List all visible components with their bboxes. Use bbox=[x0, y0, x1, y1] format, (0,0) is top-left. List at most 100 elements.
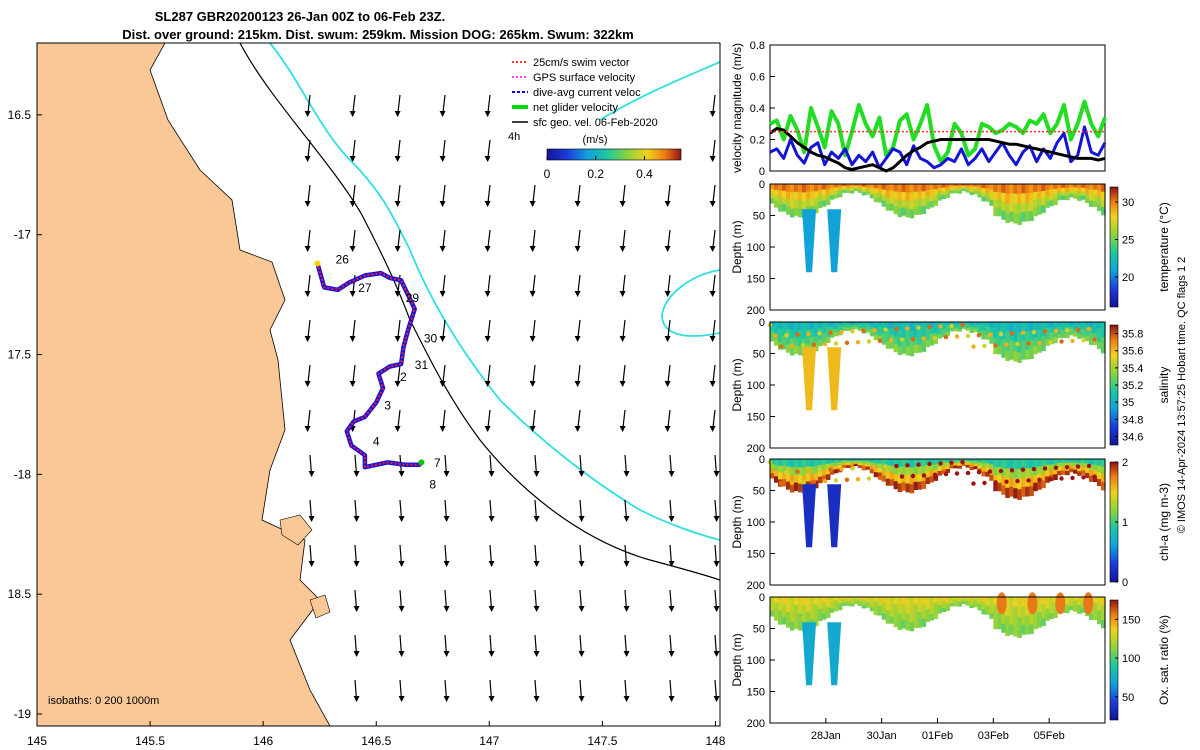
section-cell bbox=[993, 322, 998, 331]
section-cell bbox=[929, 327, 935, 334]
section-cell bbox=[897, 467, 903, 476]
section-cell bbox=[877, 322, 883, 328]
section-cell bbox=[933, 469, 939, 476]
section-cell bbox=[961, 597, 966, 600]
section-cell bbox=[1013, 213, 1018, 224]
section-cell bbox=[1069, 322, 1074, 326]
sample-dot bbox=[861, 465, 866, 470]
section-cell bbox=[993, 474, 998, 484]
geo-velocity-arrowhead bbox=[394, 201, 401, 207]
section-cell bbox=[1041, 480, 1046, 489]
section-cell bbox=[841, 601, 847, 604]
section-cell bbox=[961, 463, 966, 466]
section-cell bbox=[845, 322, 851, 325]
section-cell bbox=[841, 186, 847, 189]
geo-velocity-arrowhead bbox=[484, 291, 491, 297]
section-cell bbox=[829, 322, 835, 327]
section-cell bbox=[833, 469, 839, 474]
section-cell bbox=[977, 603, 982, 608]
section-cell bbox=[786, 619, 791, 628]
section-cell bbox=[977, 187, 982, 191]
section-cell bbox=[1017, 194, 1022, 205]
sample-dot bbox=[872, 328, 877, 333]
section-cell bbox=[821, 597, 827, 604]
section-cell bbox=[817, 614, 823, 622]
section-cell bbox=[909, 330, 915, 340]
section-cell bbox=[845, 184, 851, 187]
sample-dot bbox=[927, 461, 932, 467]
section-cell bbox=[845, 186, 851, 189]
section-cell bbox=[965, 322, 970, 325]
section-cell bbox=[837, 322, 843, 326]
section-cell bbox=[881, 613, 887, 620]
section-cell bbox=[817, 602, 823, 610]
sample-dot bbox=[1004, 342, 1009, 347]
section-cell bbox=[897, 200, 903, 209]
section-cell bbox=[853, 187, 859, 190]
section-cell bbox=[782, 459, 787, 467]
section-cell bbox=[981, 467, 986, 473]
section-cell bbox=[929, 195, 935, 202]
section-cell bbox=[997, 199, 1002, 209]
geo-velocity-arrowhead bbox=[574, 426, 581, 432]
section-cell bbox=[821, 327, 827, 334]
sample-dot bbox=[1009, 468, 1015, 473]
section-cell bbox=[857, 599, 863, 602]
section-cell bbox=[1085, 331, 1090, 337]
sample-dot bbox=[855, 477, 861, 482]
section-cell bbox=[1065, 322, 1070, 327]
sample-dot bbox=[971, 344, 976, 349]
isobath-note: isobaths: 0 200 1000m bbox=[48, 695, 159, 707]
section-cell bbox=[1017, 607, 1022, 618]
section-cell bbox=[869, 325, 875, 330]
section-cell bbox=[869, 332, 875, 337]
section-cell bbox=[869, 194, 875, 199]
section-cell bbox=[861, 186, 867, 190]
section-cell bbox=[901, 459, 907, 468]
section-cell bbox=[1001, 210, 1006, 220]
section-cell bbox=[817, 195, 823, 203]
geo-velocity-arrowhead bbox=[349, 201, 356, 207]
section-cell bbox=[1069, 597, 1074, 601]
section-cell bbox=[853, 323, 859, 326]
section-cell bbox=[913, 337, 919, 346]
oxygen-high-patch bbox=[1027, 592, 1038, 615]
section-cell bbox=[1005, 322, 1010, 333]
geo-velocity-arrowhead bbox=[529, 291, 536, 297]
section-cell bbox=[885, 478, 891, 486]
section-cell bbox=[1077, 196, 1082, 201]
section-cell bbox=[1033, 207, 1038, 217]
section-cell bbox=[881, 184, 887, 191]
section-cell bbox=[833, 332, 839, 337]
section-cell bbox=[1001, 330, 1006, 341]
section-cell bbox=[1001, 201, 1006, 211]
section-cell bbox=[1093, 327, 1098, 334]
geo-velocity-arrowhead bbox=[623, 696, 630, 702]
section-cell bbox=[957, 465, 962, 469]
section-cell bbox=[961, 459, 966, 462]
section-cell bbox=[909, 347, 915, 357]
section-cell bbox=[849, 459, 855, 462]
section-cell bbox=[945, 459, 951, 463]
section-cell bbox=[853, 601, 859, 604]
colorbar-units: (m/s) bbox=[582, 134, 607, 146]
section-cell bbox=[945, 462, 951, 467]
section-cell bbox=[1057, 195, 1062, 201]
section-colorbar-tick-label: 35.2 bbox=[1122, 380, 1143, 392]
section-cell bbox=[857, 184, 863, 187]
sample-dot bbox=[998, 331, 1004, 337]
sample-dot bbox=[844, 340, 850, 345]
section-cell bbox=[881, 189, 887, 196]
section-cell bbox=[1037, 466, 1042, 475]
sample-dot bbox=[1053, 465, 1059, 470]
section-cell bbox=[977, 184, 982, 188]
section-cell bbox=[793, 597, 799, 606]
sample-dot bbox=[806, 468, 811, 474]
section-cell bbox=[786, 597, 791, 606]
section-cell bbox=[1097, 610, 1102, 618]
section-cell bbox=[925, 202, 931, 209]
section-cell bbox=[1053, 184, 1058, 190]
section-cell bbox=[845, 597, 851, 600]
section-x-tick-label: 03Feb bbox=[978, 730, 1009, 742]
